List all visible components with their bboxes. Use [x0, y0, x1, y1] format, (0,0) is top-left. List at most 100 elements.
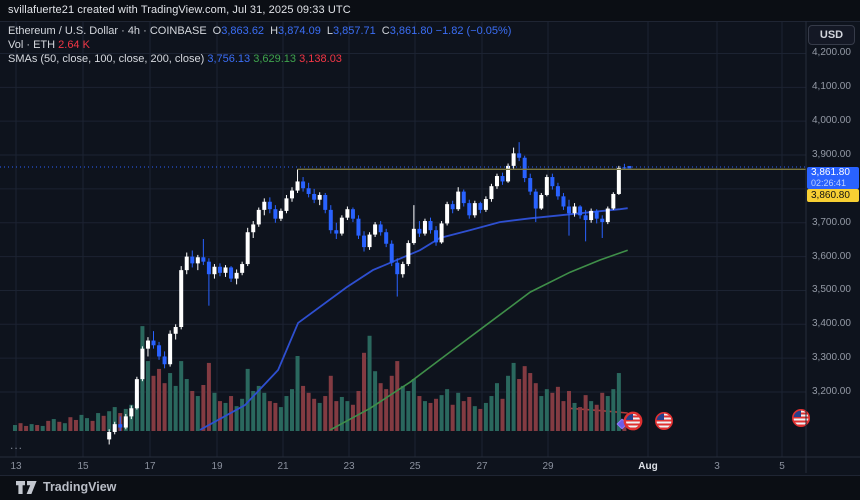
time-tick-label[interactable]: 5 — [779, 461, 785, 472]
candle — [262, 201, 267, 210]
legend-volume-row[interactable]: Vol · ETH 2.64 K — [8, 39, 511, 52]
economic-event-flag-icon[interactable] — [655, 412, 673, 430]
economic-event-flag-icon[interactable] — [792, 409, 810, 427]
volume-bar — [101, 415, 106, 431]
legend-sma-row[interactable]: SMAs (50, close, 100, close, 200, close)… — [8, 53, 511, 66]
time-tick-label[interactable]: 27 — [476, 461, 488, 472]
ohlc-high-label: H — [270, 25, 279, 37]
volume-bar — [301, 385, 306, 431]
time-tick-label[interactable]: 3 — [714, 461, 720, 472]
volume-bar — [85, 418, 90, 431]
candle — [290, 190, 294, 199]
candle — [145, 340, 150, 349]
volume-bar — [422, 401, 427, 431]
volume-bar — [184, 379, 189, 431]
sma200-value: 3,138.03 — [299, 53, 342, 65]
volume-bar — [328, 375, 333, 431]
candle — [616, 167, 621, 194]
volume-bar — [334, 401, 339, 431]
volume-bar — [478, 408, 483, 431]
tradingview-logo-text: TradingView — [43, 480, 117, 494]
time-tick-label[interactable]: 19 — [211, 461, 223, 472]
chart-legend: Ethereum / U.S. Dollar · 4h · COINBASE O3… — [8, 25, 511, 67]
price-tick-label[interactable]: 4,000.00 — [812, 115, 851, 127]
candle — [578, 206, 583, 216]
current-price-value: 3,861.80 — [811, 167, 850, 178]
price-tick-label[interactable]: 4,200.00 — [812, 47, 851, 59]
price-tick-label[interactable]: 4,100.00 — [812, 81, 851, 93]
candle — [506, 165, 511, 182]
candle — [229, 267, 234, 279]
tradingview-logo-icon — [16, 480, 37, 494]
volume-bar — [445, 389, 450, 431]
volume-bar — [417, 396, 422, 431]
price-tick-label[interactable]: 3,300.00 — [812, 352, 851, 364]
price-tick-label[interactable]: 3,400.00 — [812, 318, 851, 330]
volume-bar — [528, 373, 533, 431]
currency-toggle-button[interactable]: USD — [808, 25, 855, 45]
tradingview-footer[interactable]: TradingView — [16, 480, 116, 494]
candle — [273, 209, 278, 219]
volume-bar — [73, 419, 78, 431]
volume-bar — [18, 423, 23, 431]
ohlc-low-label: L — [326, 25, 333, 37]
bar-countdown: 02:26:41 — [811, 178, 847, 188]
volume-bar — [179, 361, 184, 431]
volume-bar — [79, 414, 84, 431]
candle — [411, 228, 416, 244]
candle — [362, 235, 367, 248]
symbol-title[interactable]: Ethereum / U.S. Dollar · 4h · COINBASE — [8, 25, 207, 37]
time-tick-label[interactable]: 25 — [409, 461, 421, 472]
candle — [450, 204, 455, 210]
volume-bar — [262, 392, 267, 431]
price-tick-label[interactable]: 3,500.00 — [812, 284, 851, 296]
volume-bar — [212, 392, 217, 431]
volume-bar — [57, 421, 62, 431]
volume-bar — [173, 385, 178, 431]
candle — [201, 257, 206, 262]
candle — [129, 408, 134, 417]
volume-bar — [511, 362, 516, 431]
candle — [107, 431, 112, 440]
volume-bar — [594, 404, 599, 431]
volume-bar — [572, 402, 577, 431]
candle — [555, 186, 560, 197]
price-tick-label[interactable]: 3,600.00 — [812, 250, 851, 262]
volume-bar — [467, 396, 472, 431]
time-tick-label[interactable]: 17 — [144, 461, 156, 472]
volume-bar — [317, 402, 322, 431]
time-tick-label[interactable]: 15 — [77, 461, 89, 472]
time-tick-label[interactable]: Aug — [638, 461, 658, 472]
volume-bars — [13, 326, 627, 431]
sma-label: SMAs (50, close, 100, close, 200, close) — [8, 53, 205, 65]
volume-bar — [29, 424, 34, 431]
more-indicators-ellipsis[interactable]: ... — [10, 438, 24, 452]
legend-symbol-row[interactable]: Ethereum / U.S. Dollar · 4h · COINBASE O3… — [8, 25, 511, 38]
volume-bar — [96, 413, 101, 431]
time-tick-label[interactable]: 23 — [343, 461, 355, 472]
candle — [434, 230, 439, 243]
candle — [389, 243, 394, 263]
candle — [395, 262, 400, 275]
time-tick-label[interactable]: 21 — [277, 461, 289, 472]
volume-bar — [600, 392, 605, 431]
price-tick-label[interactable]: 3,700.00 — [812, 216, 851, 228]
price-tick-label[interactable]: 3,900.00 — [812, 149, 851, 161]
time-tick-label[interactable]: 13 — [10, 461, 22, 472]
candle — [312, 193, 317, 200]
ohlc-close-label: C — [381, 25, 390, 37]
candle — [267, 201, 272, 210]
candle — [323, 194, 328, 210]
volume-bar — [461, 401, 466, 431]
volume-bar — [550, 392, 555, 431]
price-tick-label[interactable]: 3,200.00 — [812, 386, 851, 397]
candle — [478, 203, 483, 210]
volume-bar — [245, 368, 250, 431]
volume-bar — [345, 401, 350, 431]
time-tick-label[interactable]: 29 — [542, 461, 554, 472]
candle — [295, 181, 300, 191]
candle — [461, 191, 466, 204]
candle — [489, 186, 494, 200]
sma-100-line[interactable] — [329, 249, 628, 431]
